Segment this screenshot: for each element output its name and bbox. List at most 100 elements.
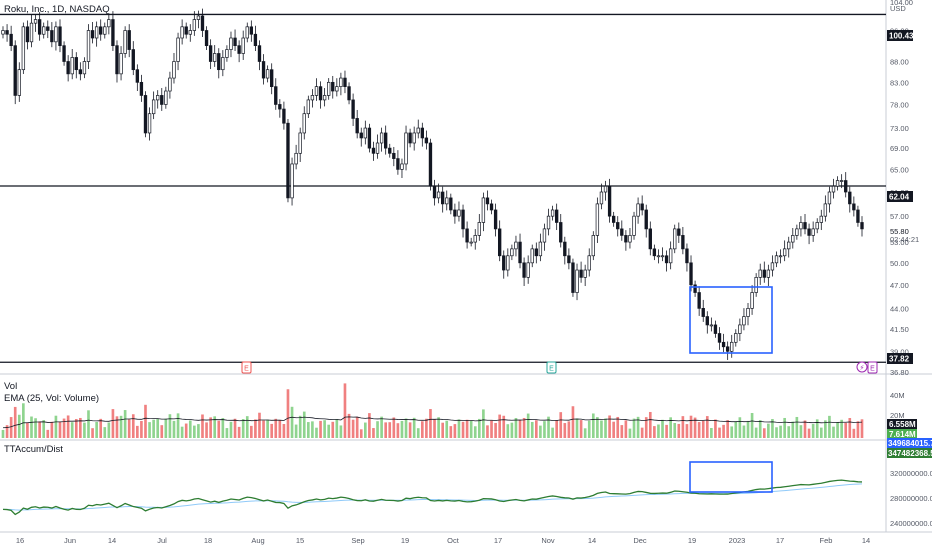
candle <box>221 50 225 77</box>
volume-bar <box>254 419 257 438</box>
horizontal-levels[interactable] <box>0 13 886 363</box>
currency-label: USD <box>890 4 906 13</box>
volume-bar <box>722 424 725 438</box>
candle <box>143 91 148 138</box>
volume-bar <box>710 427 713 438</box>
split-marker-feb[interactable]: ⚡ <box>856 361 868 373</box>
candle <box>546 208 551 236</box>
volume-bar <box>587 420 591 438</box>
time-axis-label: 19 <box>401 536 409 545</box>
time-axis-label: Jun <box>64 536 76 545</box>
candle <box>306 95 311 119</box>
candle <box>721 333 726 353</box>
volume-bar <box>526 413 530 438</box>
volume-bar <box>648 411 652 438</box>
bottom-highlight-box[interactable] <box>689 286 773 354</box>
volume-bar <box>74 419 78 438</box>
candle <box>599 183 604 210</box>
volume-bar <box>498 414 501 438</box>
candle <box>766 264 771 287</box>
candle <box>257 40 262 71</box>
volume-bar <box>673 422 677 438</box>
volume-bar <box>840 419 843 438</box>
candle <box>705 311 709 334</box>
candle <box>567 248 571 270</box>
volume-bar <box>445 420 449 438</box>
volume-bar <box>563 423 567 438</box>
volume-bar <box>726 420 729 438</box>
accum-axis[interactable]: 349684015.78 347482368.55 320000000.00 2… <box>887 438 932 528</box>
volume-bar <box>343 383 347 438</box>
volume-bar <box>302 411 306 438</box>
volume-bar <box>530 421 534 438</box>
volume-bar <box>742 425 746 438</box>
candle <box>347 82 351 105</box>
volume-bar <box>131 414 135 438</box>
candle <box>457 201 461 222</box>
volume-bar <box>543 421 546 438</box>
volume-bar <box>164 418 168 438</box>
earnings-marker-aug[interactable]: E <box>241 361 252 374</box>
vol-axis[interactable]: 40M 20M 6.558M 7.614M <box>887 391 917 439</box>
volume-bar <box>38 421 41 438</box>
volume-bar <box>750 413 754 438</box>
price-tick-label: 65.00 <box>890 165 909 174</box>
candle <box>436 183 441 204</box>
candle <box>827 186 832 213</box>
volume-bar <box>22 403 25 438</box>
price-tick-label: 36.80 <box>890 368 909 377</box>
candle <box>302 106 306 140</box>
volume-bar <box>433 419 436 438</box>
candle <box>852 196 856 217</box>
volume-bar <box>522 417 526 438</box>
candle <box>591 231 595 261</box>
volume-bar <box>331 421 335 438</box>
volume-bar <box>140 420 143 438</box>
candle <box>278 99 282 118</box>
candle <box>713 320 718 338</box>
volume-bar <box>107 422 111 438</box>
candle <box>78 62 83 81</box>
volume-bar <box>17 414 21 438</box>
candle <box>37 12 42 41</box>
volume-bar <box>245 416 249 438</box>
earnings-marker-nov[interactable]: E <box>546 361 557 374</box>
candle <box>571 258 575 297</box>
candle <box>204 26 209 50</box>
price-axis[interactable]: 104.0096.0088.0083.0078.0073.0069.0065.0… <box>890 0 913 377</box>
earnings-marker-feb[interactable]: E <box>867 361 878 374</box>
chart-title: Roku, Inc., 1D, NASDAQ <box>4 4 110 15</box>
candle <box>595 197 600 243</box>
candle <box>652 244 657 261</box>
svg-text:E: E <box>870 366 875 373</box>
time-axis-label: Aug <box>251 536 264 545</box>
volume-bar <box>221 418 225 438</box>
accum-highlight-box[interactable] <box>689 461 773 493</box>
volume-bar <box>539 425 542 438</box>
candle <box>579 261 583 283</box>
vol-tag-ema: 7.614M <box>889 430 916 439</box>
price-tick-label: 57.00 <box>890 212 909 221</box>
volume-bars <box>1 383 864 438</box>
volume-bar <box>596 417 599 438</box>
volume-bar <box>197 424 200 438</box>
volume-bar <box>416 428 420 438</box>
volume-bar <box>738 417 742 438</box>
candle <box>644 204 648 238</box>
candle <box>453 203 457 224</box>
volume-bar <box>412 417 416 438</box>
svg-text:55.80: 55.80 <box>890 227 909 236</box>
candle <box>200 8 205 37</box>
candle <box>371 141 376 161</box>
volume-bar <box>689 415 693 438</box>
candle <box>750 285 754 315</box>
volume-bar <box>144 404 147 438</box>
time-axis[interactable]: 16 Jun 14 Jul 18 Aug 15 Sep 19 Oct 17 Nov 14 Dec 19 202… <box>16 536 870 545</box>
candle <box>530 244 534 268</box>
candle <box>774 251 779 268</box>
volume-bar <box>852 428 856 438</box>
volume-bar <box>746 420 750 438</box>
candle <box>831 178 836 199</box>
candle <box>355 109 359 139</box>
